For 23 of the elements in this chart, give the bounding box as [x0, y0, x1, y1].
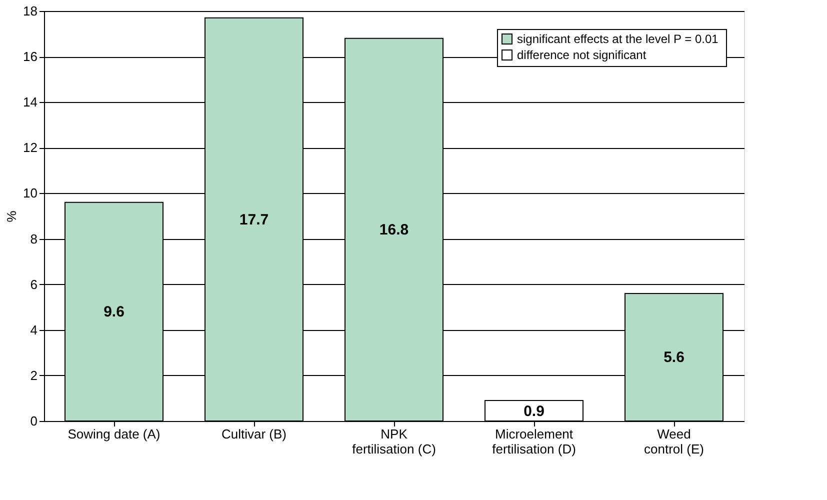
y-tick-label: 18	[23, 4, 38, 18]
data-label: 16.8	[379, 222, 409, 239]
y-tick-label: 2	[30, 368, 38, 383]
data-label: 0.9	[524, 402, 544, 420]
legend-label: difference not significant	[517, 48, 647, 62]
data-label: 17.7	[239, 211, 269, 228]
x-tick-label: Weed control (E)	[644, 426, 704, 456]
y-axis-title: %	[4, 210, 20, 222]
x-tick-label: Sowing date (A)	[68, 426, 160, 442]
y-tick-label: 14	[23, 94, 38, 110]
y-tick-label: 12	[23, 140, 38, 156]
x-tick-label: NPK fertilisation (C)	[352, 426, 436, 456]
data-label: 9.6	[104, 304, 124, 321]
y-tick-label: 6	[30, 276, 38, 292]
data-label: 5.6	[664, 349, 684, 366]
y-tick-label: 8	[30, 231, 38, 246]
y-tick-label: 0	[30, 414, 38, 428]
x-tick-label: Microelement fertilisation (D)	[492, 426, 576, 456]
legend-label: significant effects at the level P = 0.01	[517, 32, 719, 46]
y-tick-label: 10	[23, 186, 38, 201]
x-tick-label: Cultivar (B)	[221, 426, 287, 442]
y-tick-label: 16	[23, 49, 38, 64]
y-tick-label: 4	[30, 322, 38, 338]
